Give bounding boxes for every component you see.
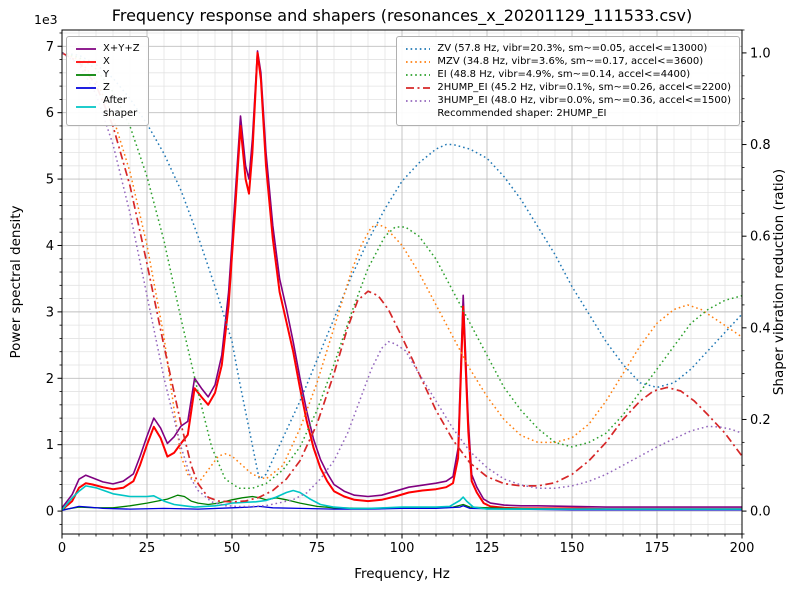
y-axis-label-left: Power spectral density <box>8 205 24 359</box>
x-tick-label: 25 <box>139 541 156 556</box>
legend-item: Z <box>75 81 140 94</box>
y-right-tick-label: 0.6 <box>750 230 771 245</box>
series-x-y-z <box>61 50 742 509</box>
x-axis-label: Frequency, Hz <box>354 566 450 582</box>
legend-line-sample <box>76 86 96 89</box>
y-left-tick-label: 4 <box>46 239 54 254</box>
legend-item: EI (48.8 Hz, vibr=4.9%, sm~=0.14, accel<… <box>405 68 731 81</box>
legend-line-sample <box>406 99 431 102</box>
y-left-tick-label: 6 <box>46 106 54 121</box>
y-right-tick-label: 0.4 <box>750 321 771 336</box>
y-right-tick-label: 1.0 <box>750 46 771 61</box>
series-3hump-ei <box>61 52 743 508</box>
y-left-tick-label: 1 <box>46 438 54 453</box>
y-left-tick-label: 5 <box>46 173 54 188</box>
legend-item-label: Z <box>103 82 110 93</box>
legend-item-label: ZV (57.8 Hz, vibr=20.3%, sm~=0.05, accel… <box>437 43 708 54</box>
legend-right: ZV (57.8 Hz, vibr=20.3%, sm~=0.05, accel… <box>396 36 740 126</box>
legend-item: X+Y+Z <box>75 42 140 55</box>
x-tick-label: 150 <box>560 541 585 556</box>
y-left-tick-label: 0 <box>46 505 54 520</box>
legend-item: After shaper <box>75 94 140 120</box>
legend-line-sample <box>406 47 431 50</box>
legend-item-label: EI (48.8 Hz, vibr=4.9%, sm~=0.14, accel<… <box>437 69 691 80</box>
legend-line-sample <box>76 106 96 108</box>
x-tick-label: 175 <box>645 541 670 556</box>
x-tick-label: 50 <box>224 541 241 556</box>
y-right-tick-label: 0.2 <box>750 413 771 428</box>
series-y <box>61 494 742 511</box>
x-tick-label: 75 <box>309 541 326 556</box>
legend-item-label: Y <box>103 69 110 80</box>
axis-offset-text: 1e3 <box>34 12 58 27</box>
legend-line-sample <box>406 86 431 89</box>
y-left-tick-label: 7 <box>46 40 54 55</box>
y-axis-label-right: Shaper vibration reduction (ratio) <box>771 168 787 396</box>
legend-item: 2HUMP_EI (45.2 Hz, vibr=0.1%, sm~=0.26, … <box>405 81 731 94</box>
series-ei <box>61 52 743 489</box>
legend-recommended-note: Recommended shaper: 2HUMP_EI <box>405 107 731 120</box>
y-left-tick-label: 3 <box>46 305 54 320</box>
x-tick-label: 100 <box>390 541 415 556</box>
legend-line-sample <box>76 73 96 76</box>
legend-item-label: After shaper <box>103 95 138 119</box>
x-tick-label: 200 <box>730 541 755 556</box>
legend-item: 3HUMP_EI (48.0 Hz, vibr=0.0%, sm~=0.36, … <box>405 94 731 107</box>
legend-line-sample <box>76 60 96 63</box>
legend-line-sample <box>406 60 431 63</box>
y-left-tick-label: 2 <box>46 372 54 387</box>
legend-item-label: X <box>103 56 110 67</box>
legend-line-sample <box>406 73 431 76</box>
legend-item-label: MZV (34.8 Hz, vibr=3.6%, sm~=0.17, accel… <box>437 56 704 67</box>
legend-note-label: Recommended shaper: 2HUMP_EI <box>437 108 607 119</box>
legend-item-label: 2HUMP_EI (45.2 Hz, vibr=0.1%, sm~=0.26, … <box>437 82 731 93</box>
series-x <box>61 51 742 511</box>
legend-item: X <box>75 55 140 68</box>
chart-title: Frequency response and shapers (resonanc… <box>111 6 693 25</box>
y-right-tick-label: 0.8 <box>750 138 771 153</box>
legend-left: X+Y+Z X Y Z After shaper <box>66 36 149 126</box>
x-tick-label: 0 <box>58 541 66 556</box>
legend-item-label: X+Y+Z <box>103 43 140 54</box>
series-2hump-ei <box>61 52 743 503</box>
x-tick-label: 125 <box>475 541 500 556</box>
legend-item: MZV (34.8 Hz, vibr=3.6%, sm~=0.17, accel… <box>405 55 731 68</box>
series-zv <box>61 52 743 480</box>
legend-item-label: 3HUMP_EI (48.0 Hz, vibr=0.0%, sm~=0.36, … <box>437 95 731 106</box>
legend-line-sample <box>76 47 96 50</box>
legend-item: Y <box>75 68 140 81</box>
legend-item: ZV (57.8 Hz, vibr=20.3%, sm~=0.05, accel… <box>405 42 731 55</box>
series-after-shaper <box>61 485 742 511</box>
y-right-tick-label: 0.0 <box>750 505 771 520</box>
